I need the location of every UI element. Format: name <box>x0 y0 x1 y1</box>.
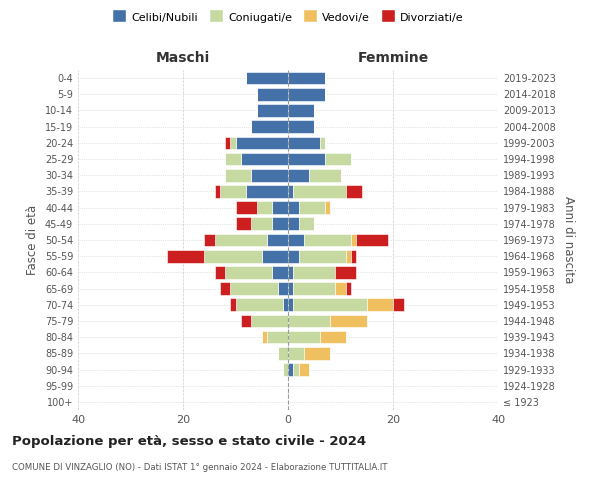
Y-axis label: Fasce di età: Fasce di età <box>26 205 39 275</box>
Bar <box>215 234 267 246</box>
Bar <box>251 169 288 181</box>
Bar <box>299 363 309 376</box>
Bar <box>288 72 325 85</box>
Bar <box>241 152 288 166</box>
Bar <box>356 234 388 246</box>
Bar <box>330 314 367 328</box>
Bar <box>204 250 262 262</box>
Bar <box>272 266 288 278</box>
Bar <box>167 250 204 262</box>
Text: Maschi: Maschi <box>156 51 210 65</box>
Bar <box>325 152 351 166</box>
Text: Femmine: Femmine <box>358 51 428 65</box>
Bar <box>288 202 299 214</box>
Bar <box>346 282 351 295</box>
Bar <box>393 298 404 311</box>
Bar <box>320 331 346 344</box>
Bar <box>299 218 314 230</box>
Bar <box>288 136 320 149</box>
Bar <box>215 185 220 198</box>
Bar <box>288 169 309 181</box>
Bar <box>288 152 325 166</box>
Bar <box>251 218 272 230</box>
Bar <box>309 169 341 181</box>
Bar <box>293 298 367 311</box>
Bar <box>288 282 293 295</box>
Text: COMUNE DI VINZAGLIO (NO) - Dati ISTAT 1° gennaio 2024 - Elaborazione TUTTITALIA.: COMUNE DI VINZAGLIO (NO) - Dati ISTAT 1°… <box>12 462 388 471</box>
Bar <box>225 136 230 149</box>
Bar <box>288 234 304 246</box>
Bar <box>335 266 356 278</box>
Bar <box>293 185 346 198</box>
Bar <box>215 266 225 278</box>
Bar <box>293 266 335 278</box>
Bar <box>288 250 299 262</box>
Bar <box>335 282 346 295</box>
Bar <box>288 331 320 344</box>
Bar <box>262 331 267 344</box>
Bar <box>251 120 288 133</box>
Bar <box>230 136 235 149</box>
Bar <box>351 250 356 262</box>
Bar <box>277 282 288 295</box>
Bar <box>367 298 393 311</box>
Bar <box>325 202 330 214</box>
Bar <box>283 298 288 311</box>
Bar <box>267 234 288 246</box>
Bar <box>277 347 288 360</box>
Bar <box>272 202 288 214</box>
Bar <box>246 72 288 85</box>
Bar <box>346 250 351 262</box>
Bar <box>235 202 257 214</box>
Bar <box>272 218 288 230</box>
Bar <box>304 234 351 246</box>
Bar <box>251 314 288 328</box>
Bar <box>225 152 241 166</box>
Bar <box>257 88 288 101</box>
Bar <box>225 169 251 181</box>
Legend: Celibi/Nubili, Coniugati/e, Vedovi/e, Divorziati/e: Celibi/Nubili, Coniugati/e, Vedovi/e, Di… <box>108 8 468 28</box>
Bar <box>283 363 288 376</box>
Bar <box>235 136 288 149</box>
Bar <box>230 298 235 311</box>
Bar <box>293 282 335 295</box>
Bar <box>257 104 288 117</box>
Bar <box>288 363 293 376</box>
Bar <box>288 314 330 328</box>
Bar <box>235 218 251 230</box>
Bar <box>288 298 293 311</box>
Bar <box>288 120 314 133</box>
Bar <box>246 185 288 198</box>
Text: Popolazione per età, sesso e stato civile - 2024: Popolazione per età, sesso e stato civil… <box>12 435 366 448</box>
Bar <box>257 202 272 214</box>
Bar <box>304 347 330 360</box>
Bar <box>220 282 230 295</box>
Bar <box>288 104 314 117</box>
Bar <box>241 314 251 328</box>
Bar <box>230 282 277 295</box>
Bar <box>288 347 304 360</box>
Bar <box>299 250 346 262</box>
Bar <box>293 363 299 376</box>
Y-axis label: Anni di nascita: Anni di nascita <box>562 196 575 284</box>
Bar <box>346 185 361 198</box>
Bar <box>288 88 325 101</box>
Bar <box>267 331 288 344</box>
Bar <box>288 185 293 198</box>
Bar <box>220 185 246 198</box>
Bar <box>288 266 293 278</box>
Bar <box>320 136 325 149</box>
Bar <box>351 234 356 246</box>
Bar <box>288 218 299 230</box>
Bar <box>299 202 325 214</box>
Bar <box>235 298 283 311</box>
Bar <box>225 266 272 278</box>
Bar <box>204 234 215 246</box>
Bar <box>262 250 288 262</box>
